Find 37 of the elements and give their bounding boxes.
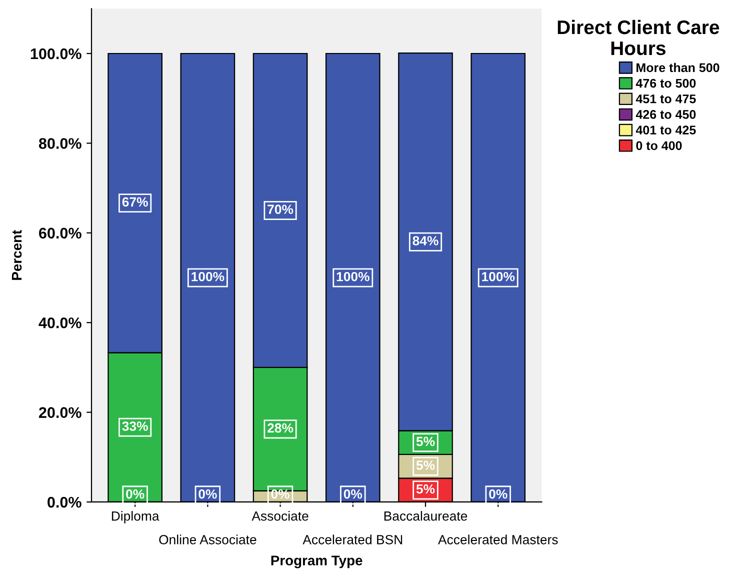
y-tick-label: 80.0%	[38, 138, 82, 149]
legend-title: Direct Client Care Hours	[558, 20, 720, 56]
y-tick-label: 60.0%	[39, 228, 82, 239]
data-label: 28%	[268, 423, 294, 433]
annotation: 0%	[126, 489, 144, 499]
annotation: 0%	[198, 489, 217, 499]
x-tick-label: Baccalaureate	[384, 511, 468, 521]
legend-label: More than 500	[636, 62, 720, 72]
data-label: 5%	[416, 484, 435, 494]
legend-label: 476 to 500	[636, 78, 696, 88]
data-label: 100%	[336, 272, 370, 282]
data-label: 84%	[412, 236, 438, 246]
y-tick-label: 0.0%	[48, 496, 82, 508]
y-tick-label: 40.0%	[38, 317, 82, 328]
data-label: 5%	[416, 436, 435, 446]
y-tick-label: 100.0%	[30, 48, 82, 60]
legend-label: 401 to 425	[636, 126, 696, 134]
data-label: 33%	[122, 422, 148, 431]
annotation: 0%	[489, 489, 508, 499]
x-tick-label: Accelerated Masters	[438, 534, 558, 544]
data-label: 100%	[192, 272, 224, 282]
x-tick-label: Diploma	[112, 511, 160, 524]
annotation: 0%	[271, 489, 290, 499]
x-tick-label: Online Associate	[159, 534, 256, 544]
x-tick-label: Associate	[252, 511, 308, 521]
y-axis-title: Percent	[12, 230, 22, 280]
y-tick-label: 20.0%	[38, 407, 82, 418]
x-axis-title: Program Type	[271, 556, 362, 568]
legend-label: 0 to 400	[636, 141, 682, 150]
data-label: 100%	[482, 272, 515, 282]
annotation: 0%	[344, 489, 362, 499]
data-label: 67%	[122, 197, 148, 207]
data-label: 5%	[416, 460, 435, 470]
legend-label: 426 to 450	[636, 110, 696, 119]
data-label: 70%	[268, 204, 294, 214]
legend-label: 451 to 475	[636, 94, 696, 104]
x-tick-label: Accelerated BSN	[302, 534, 402, 544]
